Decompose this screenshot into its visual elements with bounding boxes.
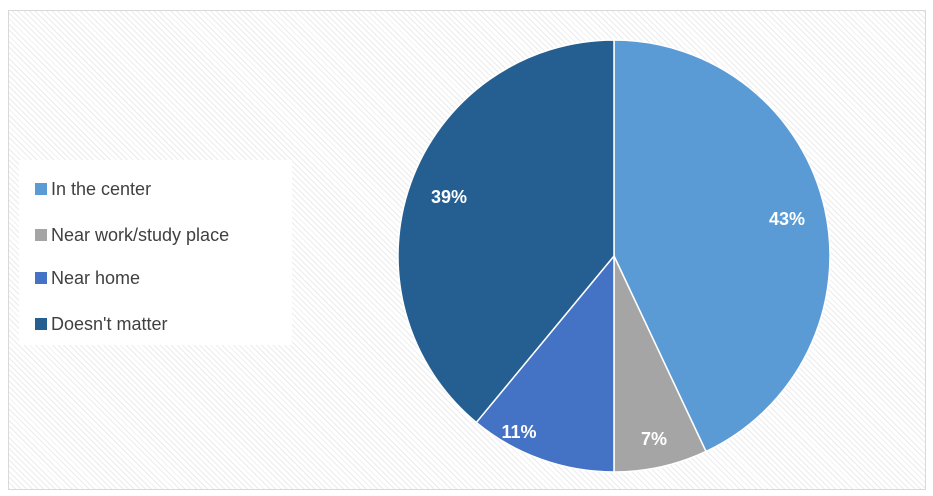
data-label: 7% — [641, 429, 667, 449]
data-label: 43% — [769, 209, 805, 229]
data-label: 39% — [431, 187, 467, 207]
data-label: 11% — [501, 422, 536, 442]
